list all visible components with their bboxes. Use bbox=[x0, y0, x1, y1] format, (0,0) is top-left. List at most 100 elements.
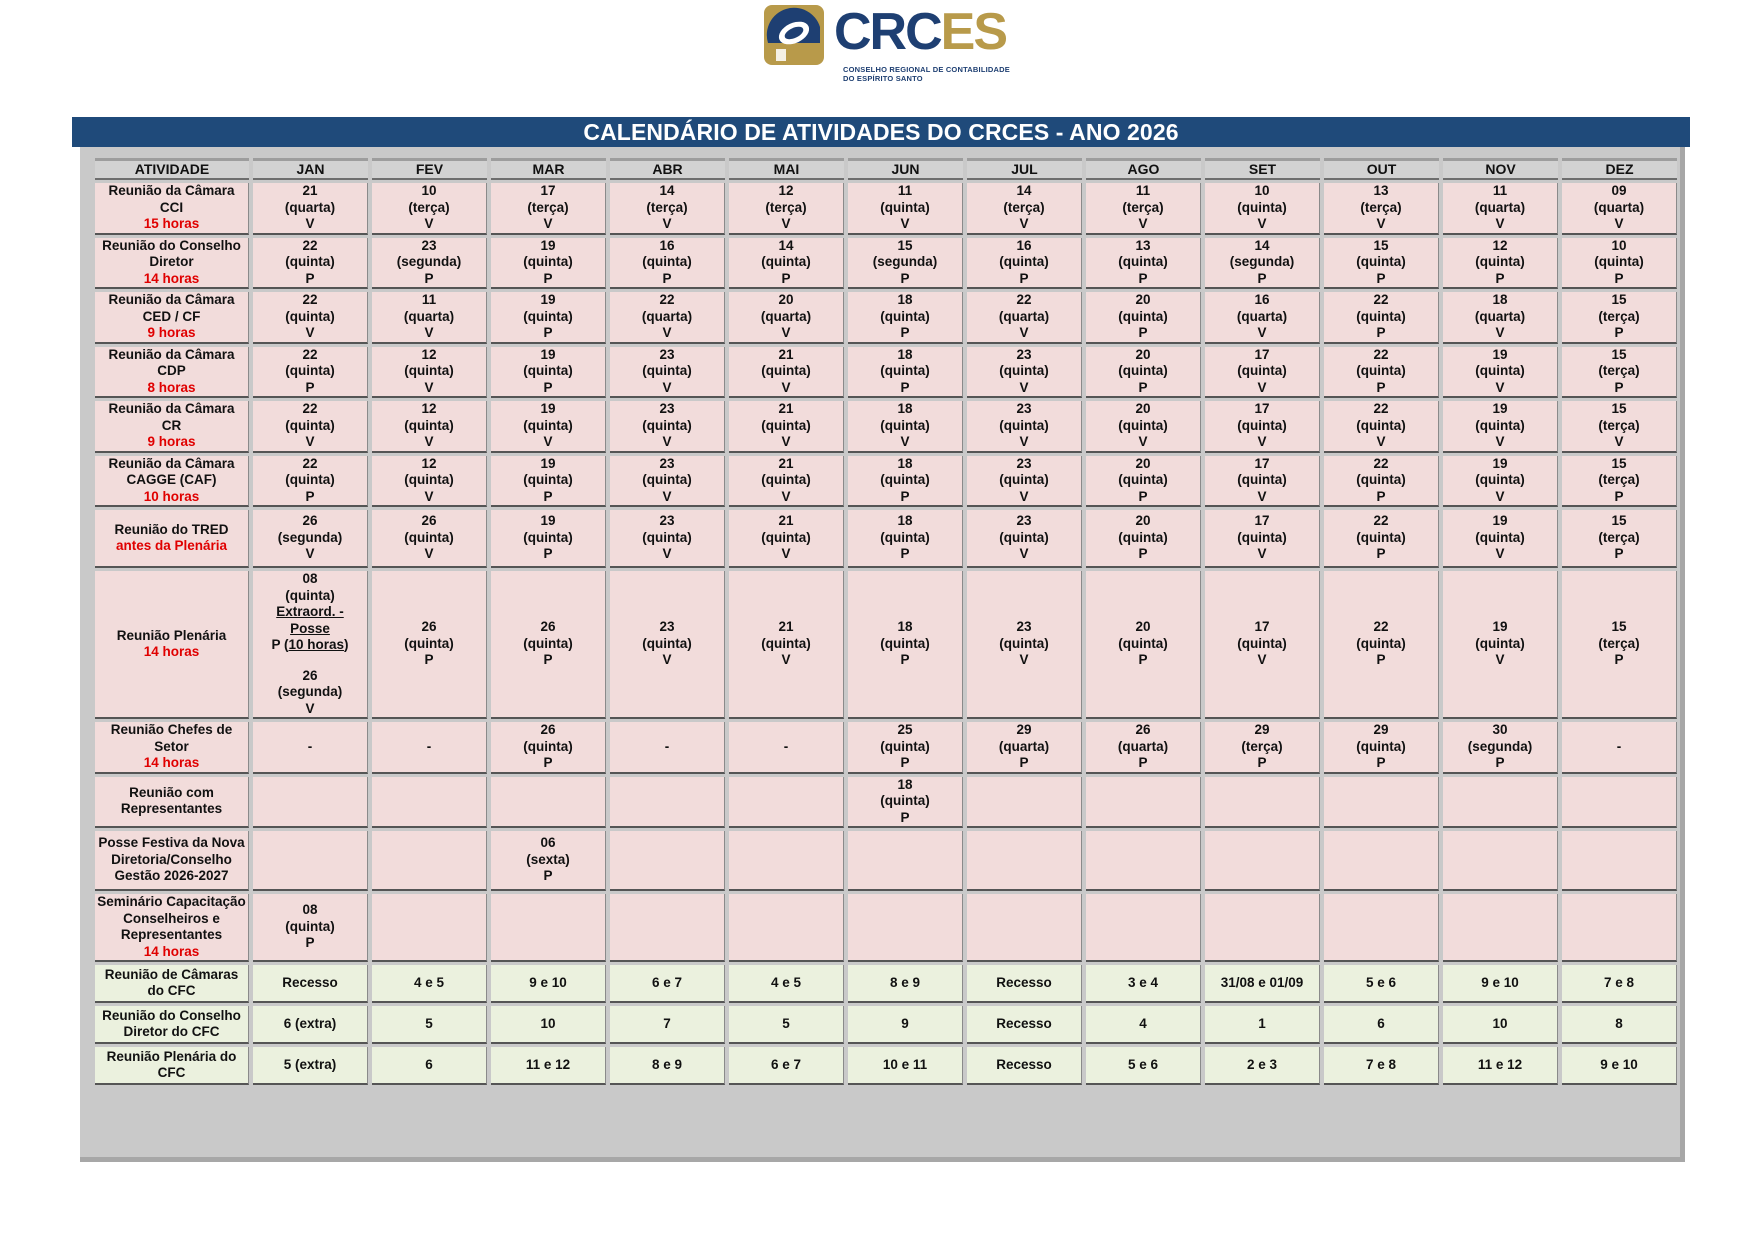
cfc-date-cell-dez: 8 bbox=[1562, 1006, 1677, 1044]
date-cell-abr: 16 (quinta) P bbox=[610, 237, 725, 289]
date-cell-fev: 12 (quinta) V bbox=[372, 401, 487, 453]
date-weekday: (quinta) bbox=[523, 308, 573, 324]
logo-wordmark: CRCES bbox=[834, 0, 1008, 64]
date-weekday: (quinta) bbox=[523, 417, 573, 433]
date-cell-abr: 23 (quinta) V bbox=[610, 455, 725, 507]
date-weekday: (quinta) bbox=[880, 738, 930, 754]
date-weekday: (quinta) bbox=[642, 529, 692, 545]
date-day: 12 bbox=[421, 455, 437, 471]
activity-name-line: Reunião Chefes de bbox=[110, 722, 233, 737]
date-cell-dez: 15 (terça) P bbox=[1562, 455, 1677, 507]
activity-name-line: Diretor bbox=[149, 254, 194, 269]
logo-brand-crc: CRC bbox=[834, 3, 943, 61]
date-weekday: (quinta) bbox=[880, 417, 930, 433]
activity-cell: Reunião da Câmara CCI 15 horas bbox=[95, 183, 249, 235]
date-cell-out: 22 (quinta) V bbox=[1324, 401, 1439, 453]
date-mode: V bbox=[1019, 546, 1029, 562]
date-mode: V bbox=[781, 379, 791, 395]
date-mode: P bbox=[1376, 270, 1386, 286]
date-cell-abr bbox=[610, 776, 725, 828]
date-mode: V bbox=[1495, 546, 1505, 562]
cfc-date-cell-set: 2 e 3 bbox=[1205, 1047, 1320, 1085]
date-weekday: (terça) bbox=[1122, 199, 1164, 215]
date-mode: V bbox=[662, 325, 672, 340]
date-mode: V bbox=[662, 434, 672, 449]
date-day: 22 bbox=[1373, 513, 1389, 529]
date-cell-out: 15 (quinta) P bbox=[1324, 237, 1439, 289]
date-cell-out: 22 (quinta) P bbox=[1324, 455, 1439, 507]
date-mode: P bbox=[543, 868, 553, 884]
date-mode: V bbox=[424, 546, 434, 562]
date-cell-jul: 23 (quinta) V bbox=[967, 455, 1082, 507]
date-day: 11 bbox=[1135, 183, 1151, 198]
date-weekday: (quinta) bbox=[1356, 472, 1406, 487]
cfc-date-cell-mar: 10 bbox=[491, 1006, 606, 1044]
date-cell-set bbox=[1205, 831, 1320, 891]
date-day: 22 bbox=[1373, 455, 1389, 471]
date-mode: P bbox=[1376, 546, 1386, 562]
table-row: Reunião da Câmara CCI 15 horas 21 (quarta) V 1… bbox=[95, 183, 1677, 235]
activity-name-line: Reunião do TRED bbox=[114, 521, 229, 537]
date-day: 18 bbox=[897, 776, 913, 792]
date-weekday: (quinta) bbox=[999, 635, 1049, 651]
cfc-date-cell-fev: 4 e 5 bbox=[372, 965, 487, 1003]
date-cell-mai bbox=[729, 776, 844, 828]
cfc-date-cell-fev: 6 bbox=[372, 1047, 487, 1085]
date-cell-dez: 09 (quarta) V bbox=[1562, 183, 1677, 235]
date-day: 15 bbox=[1611, 292, 1627, 307]
date-weekday: (quinta) bbox=[1118, 417, 1168, 433]
cfc-date-cell-set: 31/08 e 01/09 bbox=[1205, 965, 1320, 1003]
date-cell-jul: 23 (quinta) V bbox=[967, 401, 1082, 453]
date-cell-set: 29 (terça) P bbox=[1205, 722, 1320, 774]
date-mode: V bbox=[424, 434, 434, 449]
date-day: 08 bbox=[302, 571, 318, 586]
date-cell-ago: 20 (quinta) V bbox=[1086, 401, 1201, 453]
date-cell-abr: 23 (quinta) V bbox=[610, 510, 725, 568]
activity-time: 9 horas bbox=[147, 434, 196, 449]
date-mode: V bbox=[1019, 652, 1029, 668]
date-mode: P bbox=[1376, 488, 1386, 504]
date-cell-jan bbox=[253, 831, 368, 891]
date-weekday: (quarta) bbox=[403, 308, 455, 324]
date-mode: V bbox=[1019, 434, 1029, 449]
date-day: 22 bbox=[1373, 346, 1389, 362]
date-day: 12 bbox=[421, 346, 437, 362]
date-mode: V bbox=[424, 379, 434, 395]
date-weekday: (quinta) bbox=[1237, 363, 1287, 378]
date-cell-jun: 11 (quinta) V bbox=[848, 183, 963, 235]
date-weekday: (terça) bbox=[1241, 738, 1283, 754]
date-cell-jun: 18 (quinta) P bbox=[848, 455, 963, 507]
table-header-row: ATIVIDADE JAN FEV MAR ABR MAI JUN JUL AGO SET OUT… bbox=[95, 158, 1677, 180]
date-weekday: (quinta) bbox=[1356, 635, 1406, 651]
date-mode: P bbox=[900, 809, 910, 825]
date-day: 20 bbox=[1135, 513, 1151, 529]
date-day: 26 bbox=[302, 513, 318, 529]
date-weekday: (quarta) bbox=[641, 308, 693, 324]
date-day: 11 bbox=[897, 183, 913, 198]
date-weekday: (terça) bbox=[1003, 199, 1045, 215]
date-weekday: (quinta) bbox=[1237, 472, 1287, 487]
date-cell-ago bbox=[1086, 831, 1201, 891]
activity-name-line: CCI bbox=[159, 199, 184, 215]
date-mode: V bbox=[1019, 488, 1029, 504]
cfc-date-cell-jul: Recesso bbox=[967, 1047, 1082, 1085]
cfc-date-cell-ago: 5 e 6 bbox=[1086, 1047, 1201, 1085]
date-mode: P bbox=[1138, 379, 1148, 395]
date-day: 22 bbox=[302, 237, 318, 253]
date-day: 15 bbox=[1373, 237, 1389, 253]
date-cell-fev bbox=[372, 894, 487, 962]
date-cell-set: 10 (quinta) V bbox=[1205, 183, 1320, 235]
date-mode: V bbox=[1138, 216, 1148, 231]
date-cell-jul bbox=[967, 776, 1082, 828]
cfc-date-cell-jun: 10 e 11 bbox=[848, 1047, 963, 1085]
date-day: 10 bbox=[1611, 237, 1627, 253]
date-mode: P bbox=[900, 488, 910, 504]
date-day: 12 bbox=[1492, 237, 1508, 253]
date-mode: V bbox=[1495, 488, 1505, 504]
header-month-dez: DEZ bbox=[1562, 158, 1677, 180]
activity-time: antes da Plenária bbox=[115, 538, 228, 553]
date-cell-fev: 10 (terça) V bbox=[372, 183, 487, 235]
cfc-date-cell-mar: 9 e 10 bbox=[491, 965, 606, 1003]
date-day: 15 bbox=[1611, 346, 1627, 362]
